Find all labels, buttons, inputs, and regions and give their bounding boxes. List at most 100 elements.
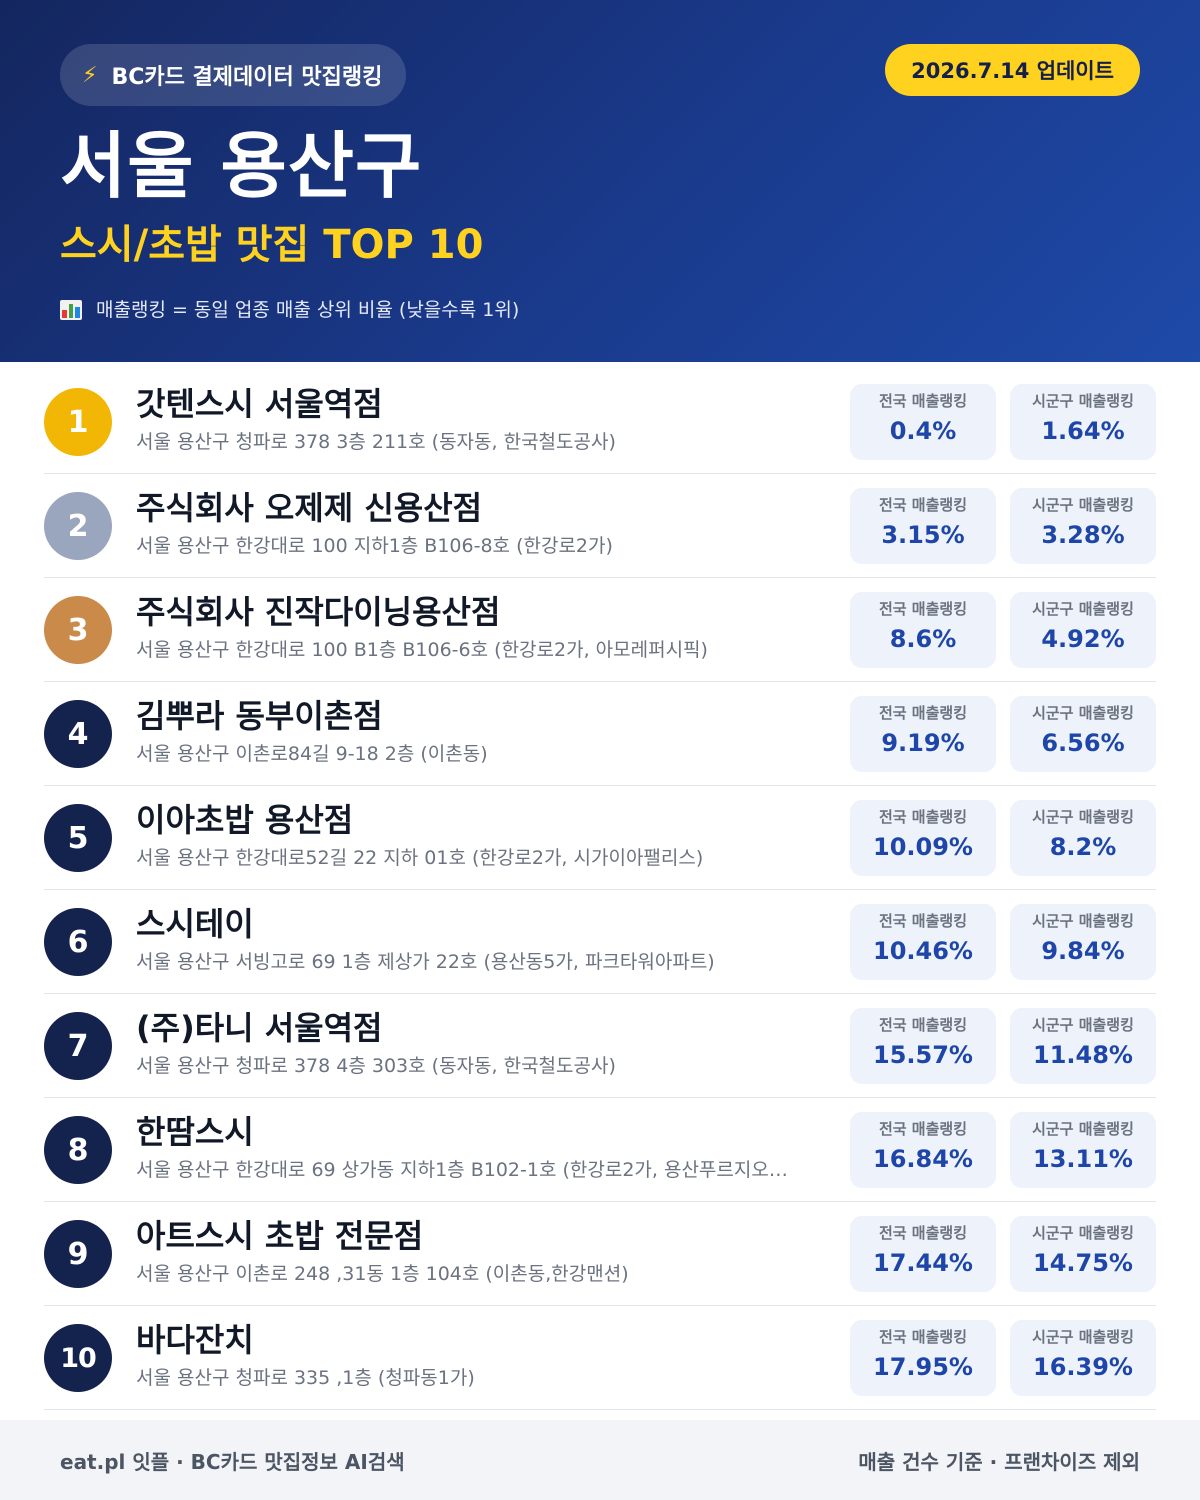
national-ranking-card: 전국 매출랭킹 9.19% [850,696,996,772]
local-ranking-label: 시군구 매출랭킹 [1032,1224,1134,1242]
national-ranking-label: 전국 매출랭킹 [878,1328,968,1346]
local-ranking-card: 시군구 매출랭킹 3.28% [1010,488,1156,564]
national-ranking-card: 전국 매출랭킹 8.6% [850,592,996,668]
local-ranking-value: 14.75% [1033,1249,1133,1277]
national-ranking-label: 전국 매출랭킹 [878,1120,968,1138]
local-ranking-card: 시군구 매출랭킹 6.56% [1010,696,1156,772]
national-ranking-label: 전국 매출랭킹 [878,808,968,826]
local-ranking-value: 4.92% [1041,625,1125,653]
local-ranking-label: 시군구 매출랭킹 [1032,1120,1134,1138]
lightning-icon: ⚡ [82,62,98,88]
rank-badge: 9 [44,1220,112,1288]
local-ranking-card: 시군구 매출랭킹 4.92% [1010,592,1156,668]
national-ranking-card: 전국 매출랭킹 0.4% [850,384,996,460]
local-ranking-value: 13.11% [1033,1145,1133,1173]
local-ranking-card: 시군구 매출랭킹 14.75% [1010,1216,1156,1292]
national-ranking-value: 16.84% [873,1145,973,1173]
local-ranking-label: 시군구 매출랭킹 [1032,600,1134,618]
restaurant-address: 서울 용산구 한강대로 100 B1층 B106-6호 (한강로2가, 아모레퍼… [136,639,708,661]
restaurant-address: 서울 용산구 청파로 378 4층 303호 (동자동, 한국철도공사) [136,1055,616,1077]
restaurant-row[interactable]: 2 주식회사 오제제 신용산점 서울 용산구 한강대로 100 지하1층 B10… [44,474,1156,578]
national-ranking-value: 0.4% [889,417,957,445]
national-ranking-card: 전국 매출랭킹 10.09% [850,800,996,876]
restaurant-name: (주)타니 서울역점 [136,1009,383,1047]
restaurant-name: 주식회사 오제제 신용산점 [136,489,483,527]
restaurant-row[interactable]: 7 (주)타니 서울역점 서울 용산구 청파로 378 4층 303호 (동자동… [44,994,1156,1098]
local-ranking-value: 16.39% [1033,1353,1133,1381]
footer: eat.pl 잇플 · BC카드 맛집정보 AI검색 매출 건수 기준 · 프랜… [0,1420,1200,1500]
local-ranking-card: 시군구 매출랭킹 8.2% [1010,800,1156,876]
local-ranking-value: 1.64% [1041,417,1125,445]
rank-badge: 4 [44,700,112,768]
local-ranking-label: 시군구 매출랭킹 [1032,808,1134,826]
national-ranking-card: 전국 매출랭킹 17.44% [850,1216,996,1292]
bar-chart-icon [60,300,82,320]
national-ranking-card: 전국 매출랭킹 16.84% [850,1112,996,1188]
restaurant-name: 스시테이 [136,905,254,943]
restaurant-name: 김뿌라 동부이촌점 [136,697,383,735]
restaurant-row[interactable]: 4 김뿌라 동부이촌점 서울 용산구 이촌로84길 9-18 2층 (이촌동) … [44,682,1156,786]
national-ranking-value: 15.57% [873,1041,973,1069]
rank-badge: 8 [44,1116,112,1184]
local-ranking-card: 시군구 매출랭킹 9.84% [1010,904,1156,980]
page-subtitle: 스시/초밥 맛집 TOP 10 [60,222,484,268]
rank-badge: 6 [44,908,112,976]
national-ranking-label: 전국 매출랭킹 [878,600,968,618]
restaurant-row[interactable]: 8 한땀스시 서울 용산구 한강대로 69 상가동 지하1층 B102-1호 (… [44,1098,1156,1202]
restaurant-list: 1 갓텐스시 서울역점 서울 용산구 청파로 378 3층 211호 (동자동,… [44,370,1156,1410]
restaurant-name: 아트스시 초밥 전문점 [136,1217,424,1255]
local-ranking-card: 시군구 매출랭킹 13.11% [1010,1112,1156,1188]
local-ranking-value: 11.48% [1033,1041,1133,1069]
restaurant-row[interactable]: 9 아트스시 초밥 전문점 서울 용산구 이촌로 248 ,31동 1층 104… [44,1202,1156,1306]
national-ranking-label: 전국 매출랭킹 [878,1224,968,1242]
restaurant-row[interactable]: 6 스시테이 서울 용산구 서빙고로 69 1층 제상가 22호 (용산동5가,… [44,890,1156,994]
rank-badge: 5 [44,804,112,872]
national-ranking-value: 17.44% [873,1249,973,1277]
national-ranking-value: 10.46% [873,937,973,965]
local-ranking-card: 시군구 매출랭킹 11.48% [1010,1008,1156,1084]
restaurant-address: 서울 용산구 이촌로84길 9-18 2층 (이촌동) [136,743,488,765]
restaurant-name: 한땀스시 [136,1113,254,1151]
national-ranking-label: 전국 매출랭킹 [878,912,968,930]
local-ranking-value: 3.28% [1041,521,1125,549]
restaurant-address: 서울 용산구 청파로 378 3층 211호 (동자동, 한국철도공사) [136,431,616,453]
ranking-note: 매출랭킹 = 동일 업종 매출 상위 비율 (낮을수록 1위) [60,296,519,324]
local-ranking-value: 9.84% [1041,937,1125,965]
national-ranking-value: 9.19% [881,729,965,757]
restaurant-row[interactable]: 10 바다잔치 서울 용산구 청파로 335 ,1층 (청파동1가) 전국 매출… [44,1306,1156,1410]
rank-badge: 10 [44,1324,112,1392]
restaurant-name: 바다잔치 [136,1321,254,1359]
restaurant-address: 서울 용산구 이촌로 248 ,31동 1층 104호 (이촌동,한강맨션) [136,1263,629,1285]
local-ranking-label: 시군구 매출랭킹 [1032,496,1134,514]
national-ranking-card: 전국 매출랭킹 15.57% [850,1008,996,1084]
local-ranking-label: 시군구 매출랭킹 [1032,1016,1134,1034]
restaurant-row[interactable]: 5 이아초밥 용산점 서울 용산구 한강대로52길 22 지하 01호 (한강로… [44,786,1156,890]
restaurant-address: 서울 용산구 한강대로52길 22 지하 01호 (한강로2가, 시가이아팰리스… [136,847,704,869]
local-ranking-card: 시군구 매출랭킹 1.64% [1010,384,1156,460]
national-ranking-label: 전국 매출랭킹 [878,496,968,514]
restaurant-name: 갓텐스시 서울역점 [136,385,383,423]
restaurant-address: 서울 용산구 청파로 335 ,1층 (청파동1가) [136,1367,475,1389]
local-ranking-value: 8.2% [1049,833,1117,861]
rank-badge: 3 [44,596,112,664]
national-ranking-value: 3.15% [881,521,965,549]
national-ranking-value: 17.95% [873,1353,973,1381]
source-label: BC카드 결제데이터 맛집랭킹 [111,65,383,90]
restaurant-address: 서울 용산구 한강대로 69 상가동 지하1층 B102-1호 (한강로2가, … [136,1159,788,1181]
restaurant-row[interactable]: 3 주식회사 진작다이닝용산점 서울 용산구 한강대로 100 B1층 B106… [44,578,1156,682]
restaurant-name: 이아초밥 용산점 [136,801,354,839]
local-ranking-card: 시군구 매출랭킹 16.39% [1010,1320,1156,1396]
update-badge: 2026.7.14 업데이트 [885,44,1140,96]
rank-badge: 7 [44,1012,112,1080]
restaurant-row[interactable]: 1 갓텐스시 서울역점 서울 용산구 청파로 378 3층 211호 (동자동,… [44,370,1156,474]
local-ranking-value: 6.56% [1041,729,1125,757]
national-ranking-label: 전국 매출랭킹 [878,1016,968,1034]
local-ranking-label: 시군구 매출랭킹 [1032,392,1134,410]
national-ranking-card: 전국 매출랭킹 17.95% [850,1320,996,1396]
local-ranking-label: 시군구 매출랭킹 [1032,1328,1134,1346]
footer-source: eat.pl 잇플 · BC카드 맛집정보 AI검색 [60,1449,405,1474]
rank-badge: 2 [44,492,112,560]
national-ranking-card: 전국 매출랭킹 3.15% [850,488,996,564]
national-ranking-label: 전국 매출랭킹 [878,392,968,410]
national-ranking-value: 10.09% [873,833,973,861]
